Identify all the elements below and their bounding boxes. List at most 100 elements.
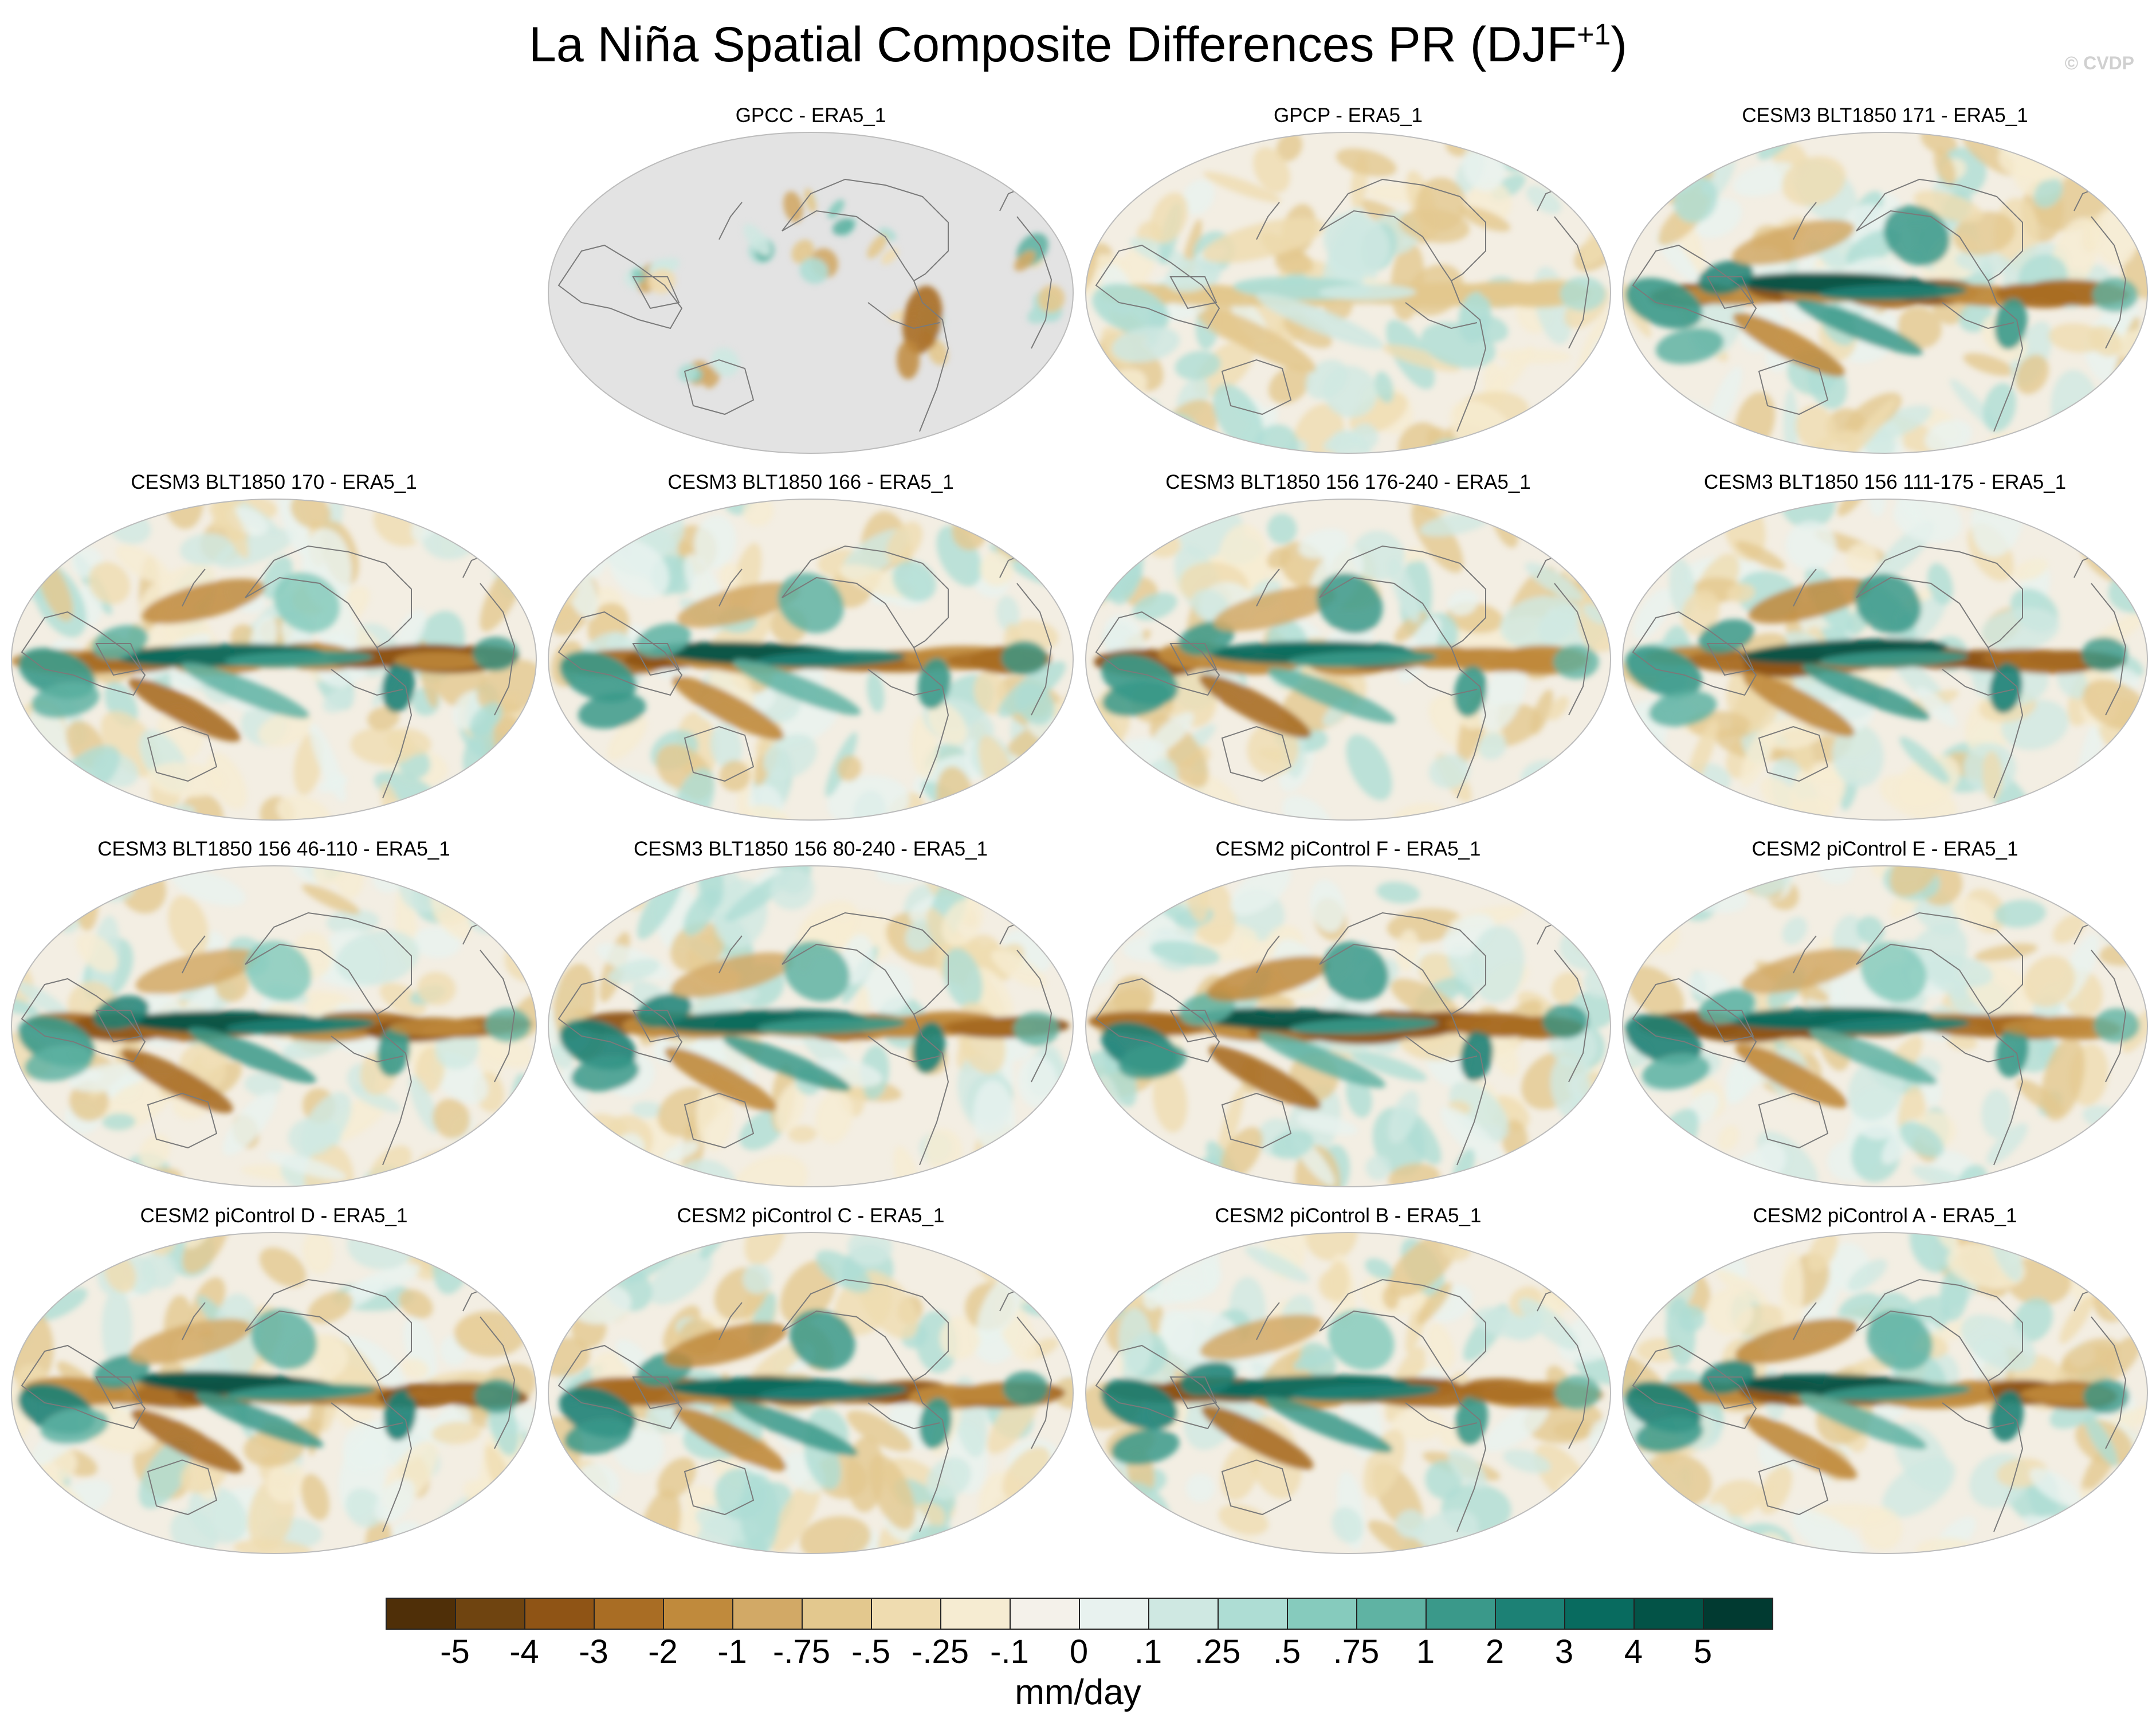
precip-anomaly [412,1150,476,1187]
precip-anomaly [128,677,241,742]
coastline [913,1380,949,1532]
precip-anomaly [1317,573,1383,634]
precip-anomaly [2013,1297,2053,1342]
coastline [1988,280,2024,432]
precip-anomaly [1426,1323,1455,1370]
coastline [1942,1035,2014,1063]
precip-anomaly [1792,1509,1864,1554]
precip-anomaly [1218,1504,1269,1535]
coastline [1169,1010,1218,1043]
precip-anomaly [301,1092,352,1156]
precip-anomaly [1396,929,1419,971]
precip-anomaly [1553,1421,1597,1439]
precip-anomaly [1290,1383,1440,1402]
colorbar-tick-label: -.25 [912,1633,969,1670]
precip-anomaly [618,1532,662,1554]
coastline [1856,178,2023,282]
precip-anomaly [488,1150,519,1178]
precip-anomaly [24,1045,93,1081]
panel-title: CESM2 piControl C - ERA5_1 [677,1205,945,1227]
precip-anomaly [168,896,209,957]
coastlines [1095,1278,1590,1532]
precip-anomaly [1780,1251,1804,1333]
precip-anomaly [1554,1375,1601,1410]
precip-anomaly [1551,972,1581,1003]
precip-anomaly [559,1236,590,1277]
precip-anomaly [608,540,670,598]
precip-anomaly [1934,148,1956,186]
coastline [1942,669,2014,696]
map-panel: CESM2 piControl E - ERA5_1 [1621,837,2149,1192]
precip-anomaly [2002,1018,2094,1037]
precip-anomaly [548,1143,586,1187]
panel-title: CESM2 piControl E - ERA5_1 [1751,838,2018,860]
precip-anomaly [102,1113,136,1131]
precip-anomaly [1150,940,1220,966]
precip-anomaly [1298,528,1349,559]
precip-anomaly [1909,1233,1956,1273]
coastline [480,950,516,1082]
map-field [1623,1233,2147,1554]
precip-anomaly [763,734,818,779]
precip-anomaly [1963,353,2014,376]
coastline [1256,935,1280,974]
precip-anomaly [1915,1537,1973,1554]
precip-anomaly [1484,1403,1549,1452]
precip-anomaly [2111,1130,2147,1163]
precip-anomaly [771,1477,821,1554]
coastline [684,1459,755,1516]
coastline [1793,568,1817,607]
precip-anomaly [182,1233,229,1274]
coastline [1554,583,1590,716]
precip-anomaly [1324,213,1390,274]
precip-anomaly [1102,680,1171,717]
precip-anomaly [1623,775,1676,820]
colorbar-tick-label: 3 [1554,1633,1574,1670]
precip-anomaly [983,499,1016,533]
precip-anomaly [1203,171,1282,203]
precip-anomaly [1030,783,1070,820]
precip-anomaly [1368,1520,1438,1554]
coastline [632,1010,680,1043]
precip-anomaly [1897,307,1942,348]
coastline [1942,1402,2014,1430]
panel-title: CESM3 BLT1850 170 - ERA5_1 [131,471,417,493]
colorbar-tick-label: -5 [440,1633,470,1670]
precip-anomaly [1332,1507,1364,1543]
precip-anomaly [1350,1050,1427,1081]
colorbar-swatch [455,1598,525,1630]
map-plot [11,499,537,821]
precip-anomaly [302,1233,334,1274]
precip-anomaly [1086,1470,1121,1537]
precip-anomaly [2094,1008,2140,1043]
precip-anomaly [45,1136,74,1186]
coastline [21,1344,146,1430]
precip-anomaly [837,755,862,782]
precip-anomaly [1727,583,1756,603]
precip-anomaly [1633,588,1672,640]
precip-anomaly [2033,177,2063,208]
precip-anomaly [1790,761,1846,818]
map-outline [11,499,537,821]
precip-anomaly [101,1288,133,1368]
precip-anomaly [1782,156,1846,206]
coastline [1706,643,1754,676]
precip-anomaly [389,1018,481,1037]
coastline [684,1092,755,1149]
map-field [1086,132,1611,453]
precip-anomaly [1455,1394,1489,1445]
precip-anomaly [1623,1480,1658,1524]
coastlines [1632,545,2127,799]
precip-anomaly [309,723,346,802]
panel-title: CESM3 BLT1850 156 111-175 - ERA5_1 [1703,471,2067,493]
coastline [718,568,743,607]
precip-anomaly [1086,1264,1108,1315]
precip-anomaly [1996,1026,2029,1078]
precip-anomaly [233,1539,312,1554]
precip-anomaly [31,682,100,719]
coastline [1016,1316,1053,1449]
precip-anomaly [386,728,431,756]
precip-anomaly [16,982,71,1019]
precip-anomaly [783,191,803,223]
map-plot [1085,865,1611,1187]
